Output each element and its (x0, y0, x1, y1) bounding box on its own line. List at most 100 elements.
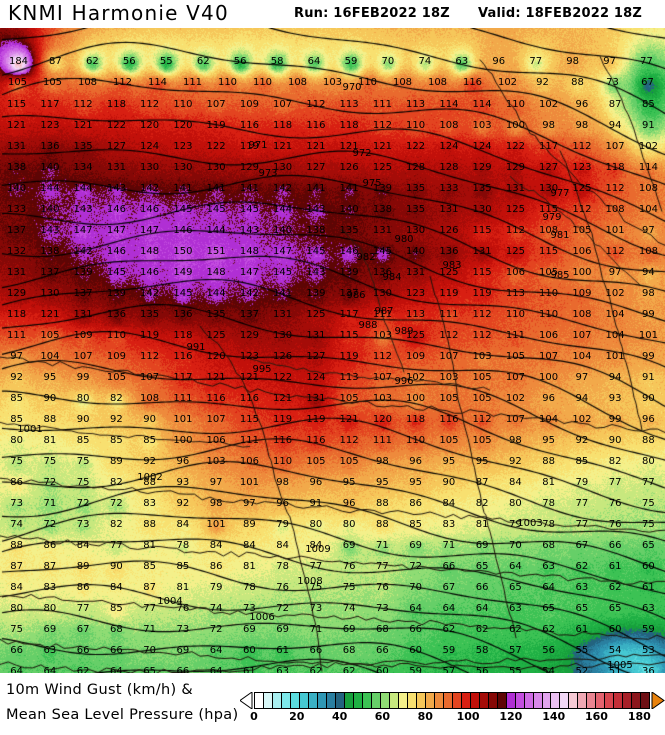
gust-value-label: 81 (177, 582, 190, 593)
colorbar-swatch (542, 693, 552, 708)
gust-value-label: 105 (473, 372, 492, 383)
gust-value-label: 111 (173, 393, 192, 404)
gust-value-label: 103 (473, 351, 492, 362)
gust-value-label: 106 (572, 246, 591, 257)
gust-value-label: 141 (273, 288, 292, 299)
gust-value-label: 105 (340, 456, 359, 467)
colorbar[interactable]: 0 20 40 60 80 100 120 140 160 180 (240, 692, 665, 732)
gust-value-label: 117 (539, 141, 558, 152)
gust-value-label: 82 (110, 519, 123, 530)
gust-value-label: 114 (639, 162, 658, 173)
gust-value-label: 108 (606, 204, 625, 215)
gust-value-label: 66 (177, 666, 190, 673)
gust-value-label: 116 (273, 435, 292, 446)
gust-value-label: 72 (110, 498, 123, 509)
gust-value-label: 97 (609, 267, 622, 278)
gust-value-label: 112 (340, 435, 359, 446)
gust-value-label: 87 (609, 99, 622, 110)
gust-value-label: 122 (506, 141, 525, 152)
colorbar-swatch (272, 693, 282, 708)
gust-value-label: 131 (306, 393, 325, 404)
gust-value-label: 69 (44, 624, 57, 635)
colorbar-swatches[interactable] (254, 692, 650, 709)
gust-value-label: 112 (74, 99, 93, 110)
gust-value-label: 65 (576, 603, 589, 614)
colorbar-swatch (569, 693, 579, 708)
gust-value-label: 56 (234, 56, 247, 67)
gust-value-label: 125 (207, 330, 226, 341)
gust-value-label: 96 (542, 393, 555, 404)
colorbar-swatch (443, 693, 453, 708)
gust-value-label: 64 (210, 666, 223, 673)
gust-value-label: 73 (376, 603, 389, 614)
gust-value-label: 64 (10, 666, 23, 673)
gust-value-label: 96 (409, 456, 422, 467)
gust-value-label: 62 (509, 624, 522, 635)
gust-value-label: 145 (273, 267, 292, 278)
gust-value-label: 110 (273, 456, 292, 467)
gust-value-label: 65 (609, 603, 622, 614)
gust-value-label: 98 (566, 56, 579, 67)
gust-value-label: 107 (572, 330, 591, 341)
gust-value-label: 125 (506, 246, 525, 257)
gust-value-label: 112 (306, 99, 325, 110)
gust-value-label: 139 (74, 267, 93, 278)
gust-value-label: 72 (409, 561, 422, 572)
gust-value-label: 147 (107, 225, 126, 236)
gust-value-label: 123 (240, 351, 259, 362)
gust-value-label: 85 (642, 99, 655, 110)
gust-value-label: 80 (642, 456, 655, 467)
gust-value-label: 109 (406, 351, 425, 362)
gust-value-label: 123 (173, 141, 192, 152)
gust-value-label: 74 (10, 519, 23, 530)
gust-value-label: 85 (110, 435, 123, 446)
gust-value-label: 137 (7, 225, 26, 236)
gust-value-label: 79 (576, 477, 589, 488)
wind-gust-pressure-map[interactable] (0, 28, 665, 673)
map-panel[interactable]: 184 87 62 56 55 62 56 58 64 59 70 74 63 96 77 98 97 77 105… (0, 28, 665, 673)
gust-value-label: 107 (439, 351, 458, 362)
gust-value-label: 105 (306, 456, 325, 467)
gust-value-label: 98 (276, 477, 289, 488)
gust-value-label: 101 (606, 351, 625, 362)
gust-value-label: 72 (44, 477, 57, 488)
gust-value-label: 112 (606, 183, 625, 194)
gust-value-label: 78 (542, 498, 555, 509)
isobar-value-label: 980 (394, 234, 413, 245)
gust-value-label: 53 (642, 645, 655, 656)
gust-value-label: 150 (173, 246, 192, 257)
gust-value-label: 88 (642, 435, 655, 446)
gust-value-label: 111 (240, 435, 259, 446)
gust-value-label: 112 (473, 330, 492, 341)
gust-value-label: 62 (443, 624, 456, 635)
colorbar-swatch (434, 693, 444, 708)
gust-value-label: 67 (576, 540, 589, 551)
gust-value-label: 60 (642, 561, 655, 572)
gust-value-label: 96 (177, 456, 190, 467)
gust-value-label: 66 (443, 561, 456, 572)
gust-value-label: 83 (143, 498, 156, 509)
gust-value-label: 116 (306, 120, 325, 131)
gust-value-label: 75 (77, 456, 90, 467)
gust-value-label: 63 (276, 666, 289, 673)
colorbar-swatch (299, 693, 309, 708)
gust-value-label: 130 (273, 330, 292, 341)
gust-value-label: 128 (439, 162, 458, 173)
gust-value-label: 75 (10, 456, 23, 467)
gust-value-label: 96 (276, 498, 289, 509)
colorbar-swatch (470, 693, 480, 708)
gust-value-label: 105 (340, 393, 359, 404)
gust-value-label: 141 (173, 183, 192, 194)
gust-value-label: 77 (576, 519, 589, 530)
legend-title: 10m Wind Gust (km/h) & Mean Sea Level Pr… (6, 678, 256, 728)
gust-value-label: 146 (173, 225, 192, 236)
gust-value-label: 107 (506, 372, 525, 383)
gust-value-label: 95 (542, 435, 555, 446)
gust-value-label: 107 (207, 414, 226, 425)
gust-value-label: 107 (273, 99, 292, 110)
gust-value-label: 116 (173, 351, 192, 362)
gust-value-label: 140 (40, 162, 59, 173)
gust-value-label: 66 (609, 540, 622, 551)
gust-value-label: 136 (173, 309, 192, 320)
gust-value-label: 93 (177, 477, 190, 488)
